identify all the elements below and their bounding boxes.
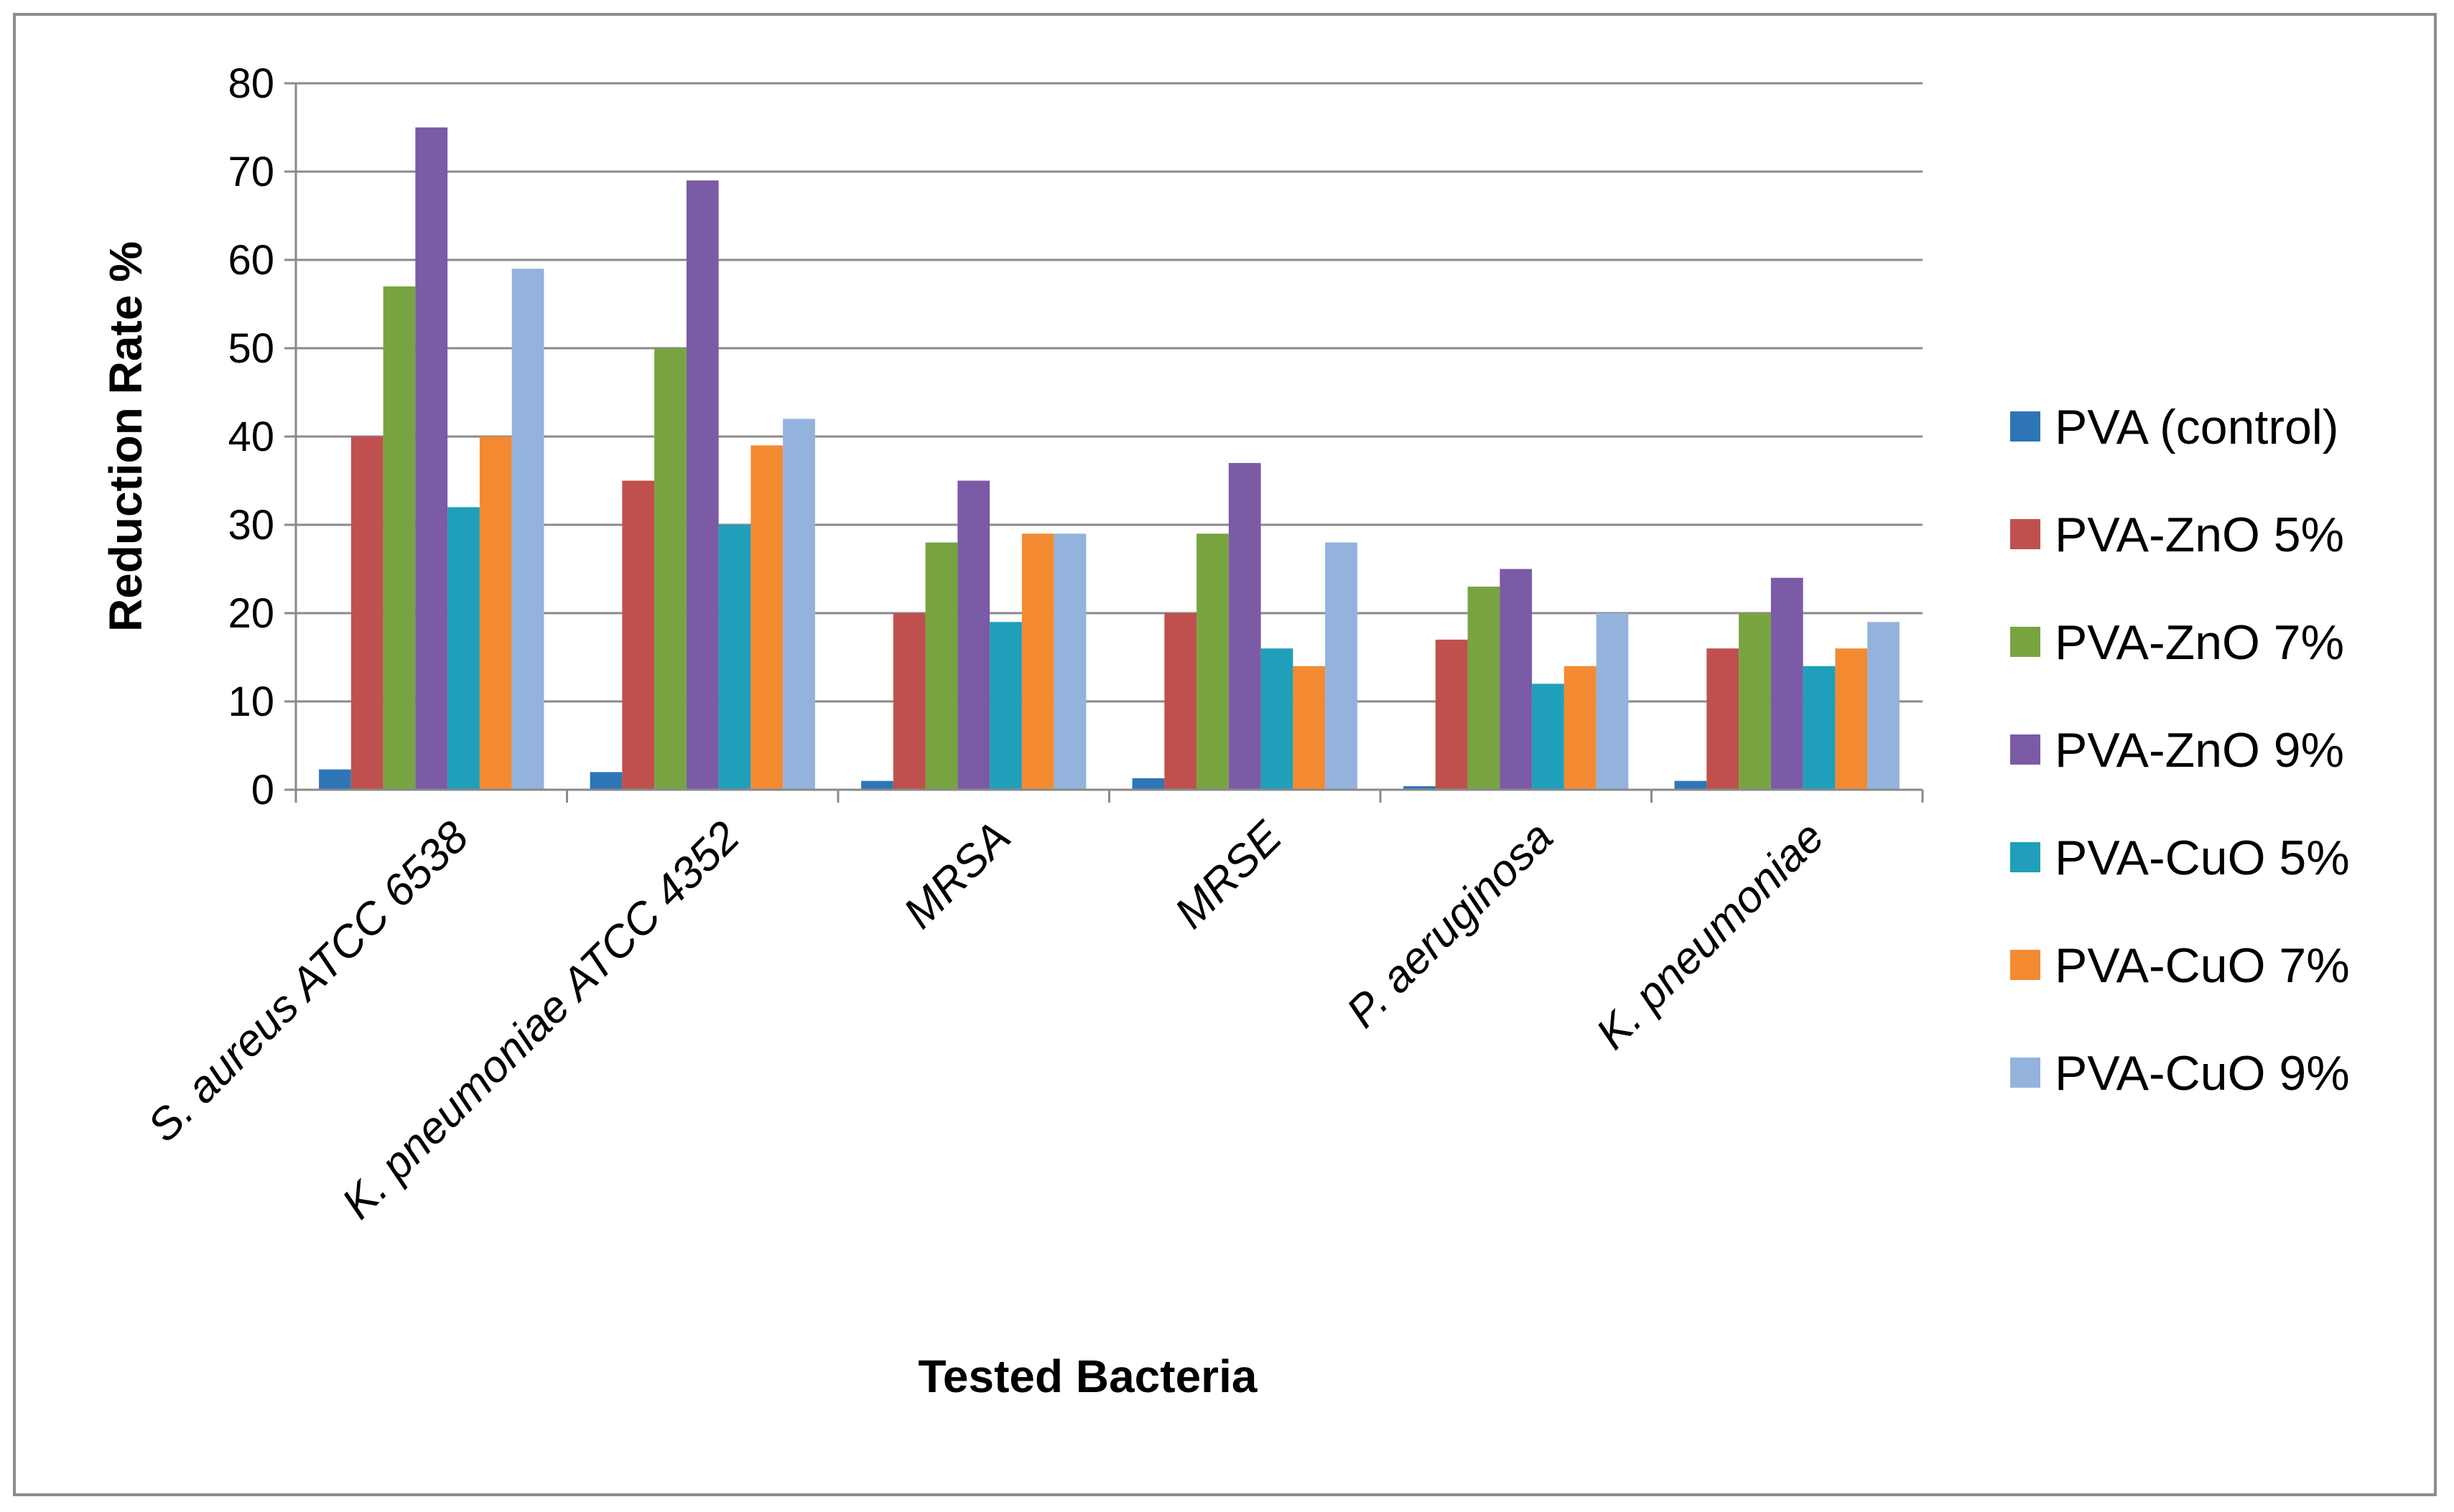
- bar: [1293, 666, 1326, 790]
- y-axis-title: Reduction Rate %: [100, 241, 152, 632]
- bar: [718, 525, 751, 790]
- y-tick-label: 10: [228, 678, 274, 725]
- legend-label: PVA-CuO 9%: [2055, 1046, 2350, 1101]
- bar: [990, 622, 1022, 790]
- bar: [1532, 683, 1564, 790]
- y-tick-label: 40: [228, 414, 274, 460]
- x-tick-label: MRSA: [894, 812, 1020, 938]
- legend-label: PVA (control): [2055, 400, 2339, 454]
- bar: [319, 769, 351, 790]
- bar: [1164, 613, 1197, 790]
- bar: [1596, 613, 1629, 790]
- bar: [1021, 533, 1054, 790]
- bar: [1500, 569, 1533, 790]
- bar: [350, 437, 384, 790]
- legend-swatch: [2010, 842, 2040, 872]
- legend-swatch: [2010, 627, 2040, 657]
- bar: [590, 772, 623, 790]
- bar: [893, 613, 926, 790]
- bar: [1054, 533, 1087, 790]
- bar: [957, 480, 990, 790]
- x-axis-title: Tested Bacteria: [919, 1350, 1258, 1402]
- y-tick-label: 50: [228, 325, 274, 372]
- legend: PVA (control) PVA-ZnO 5% PVA-ZnO 7% PVA-ZnO…: [2010, 400, 2350, 1101]
- y-tick-label: 20: [228, 590, 274, 637]
- bar: [1260, 648, 1293, 790]
- bar: [1674, 780, 1707, 790]
- bar: [1803, 666, 1836, 790]
- bar: [383, 286, 416, 790]
- bar: [1325, 542, 1357, 790]
- bar: [1435, 639, 1468, 790]
- bar: [1132, 778, 1165, 790]
- x-tick-label: P. aeruginosa: [1337, 812, 1563, 1037]
- axes: [284, 82, 1924, 803]
- legend-swatch: [2010, 734, 2040, 765]
- bar: [861, 780, 893, 790]
- y-tick-label: 60: [228, 237, 274, 284]
- bar: [654, 348, 687, 790]
- bar: [686, 180, 719, 790]
- bar: [925, 542, 958, 790]
- y-tick-label: 70: [228, 149, 274, 195]
- legend-label: PVA-CuO 5%: [2055, 831, 2350, 885]
- bar: [1196, 533, 1229, 790]
- legend-label: PVA-ZnO 5%: [2055, 508, 2344, 562]
- bar: [1403, 786, 1436, 790]
- legend-label: PVA-ZnO 9%: [2055, 723, 2344, 778]
- legend-swatch: [2010, 950, 2040, 980]
- bar: [479, 437, 512, 790]
- gridlines: [296, 82, 1923, 703]
- chart-frame: 0 10 20 30 40 50 60 70 80 S. aureus ATCC 6538 K. …: [13, 13, 2437, 1496]
- bar: [1835, 648, 1868, 790]
- bars: [319, 127, 1900, 790]
- bar: [415, 127, 448, 790]
- bar: [750, 445, 784, 790]
- legend-swatch: [2010, 411, 2040, 442]
- bar: [1739, 613, 1771, 790]
- y-tick-labels: 0 10 20 30 40 50 60 70 80: [228, 60, 274, 813]
- y-tick-label: 30: [228, 502, 274, 549]
- bar: [1770, 577, 1803, 790]
- bar-chart: 0 10 20 30 40 50 60 70 80 S. aureus ATCC 6538K. …: [100, 60, 2350, 1402]
- bar: [447, 507, 480, 790]
- legend-label: PVA-ZnO 7%: [2055, 615, 2344, 670]
- legend-swatch: [2010, 1058, 2040, 1088]
- y-tick-label: 0: [251, 767, 274, 813]
- bar: [511, 269, 544, 790]
- y-tick-label: 80: [228, 60, 274, 107]
- x-tick-label: MRSE: [1166, 812, 1292, 938]
- bar: [1467, 587, 1500, 790]
- bar: [1563, 666, 1597, 790]
- legend-label: PVA-CuO 7%: [2055, 938, 2350, 993]
- bar: [783, 419, 815, 790]
- bar: [1867, 622, 1900, 790]
- x-tick-label: K. pneumoniae: [1586, 812, 1833, 1059]
- legend-swatch: [2010, 519, 2040, 549]
- bar: [622, 480, 655, 790]
- bar: [1706, 648, 1739, 790]
- bar: [1228, 462, 1261, 790]
